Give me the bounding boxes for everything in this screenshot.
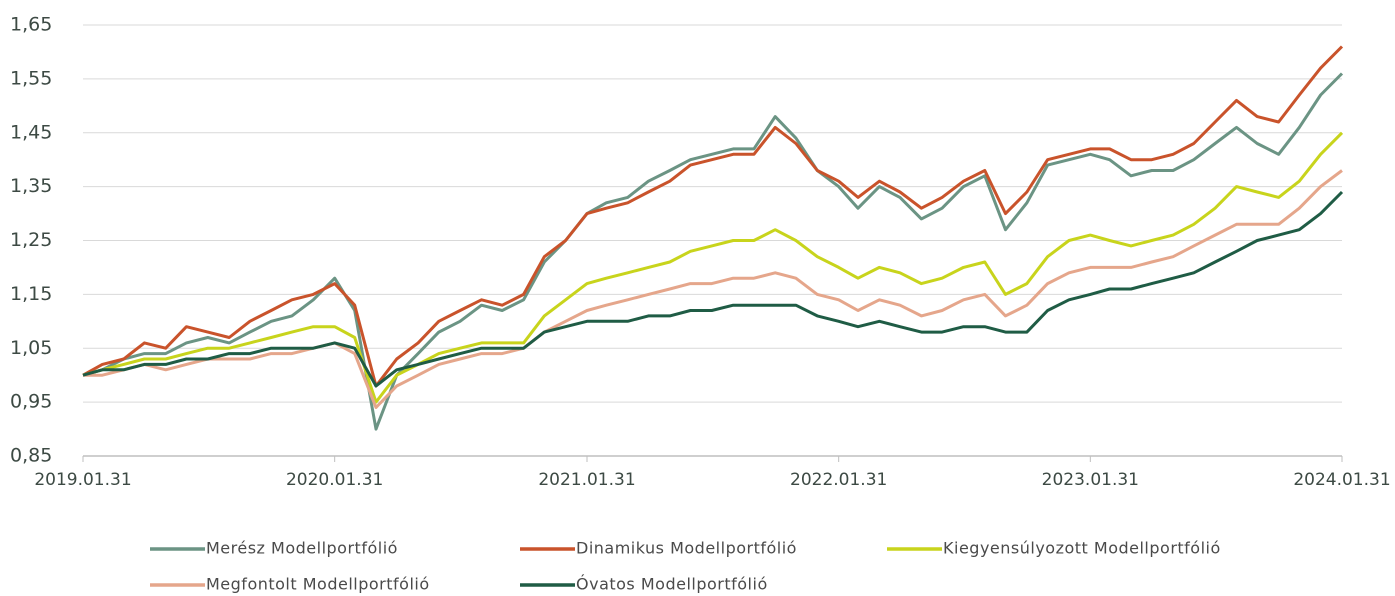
y-tick-label: 1,65 [10,14,52,36]
y-tick-label: 1,35 [10,175,52,197]
legend-label: Kiegyensúlyozott Modellportfólió [943,539,1221,558]
y-tick-label: 1,55 [10,67,52,89]
x-tick-label: 2024.01.31 [1293,470,1390,490]
y-tick-label: 1,45 [10,121,52,143]
series-line [82,45,1344,388]
y-tick-label: 1,25 [10,229,52,251]
x-tick-label: 2022.01.31 [790,470,887,490]
legend-label: Óvatos Modellportfólió [576,575,768,594]
legend-label: Megfontolt Modellportfólió [206,575,430,594]
x-tick-label: 2021.01.31 [538,470,635,490]
x-tick-label: 2020.01.31 [286,470,383,490]
series-line [82,131,1344,404]
series-line [82,72,1344,431]
y-tick-label: 1,05 [10,337,52,359]
legend-label: Merész Modellportfólió [206,539,398,558]
y-tick-label: 0,95 [10,391,52,413]
x-tick-label: 2023.01.31 [1042,470,1139,490]
series-line [82,190,1344,388]
series-line [83,169,1343,409]
y-tick-label: 1,15 [10,283,52,305]
legend-label: Dinamikus Modellportfólió [576,539,797,558]
y-tick-label: 0,85 [10,445,52,467]
x-tick-label: 2019.01.31 [34,470,131,490]
